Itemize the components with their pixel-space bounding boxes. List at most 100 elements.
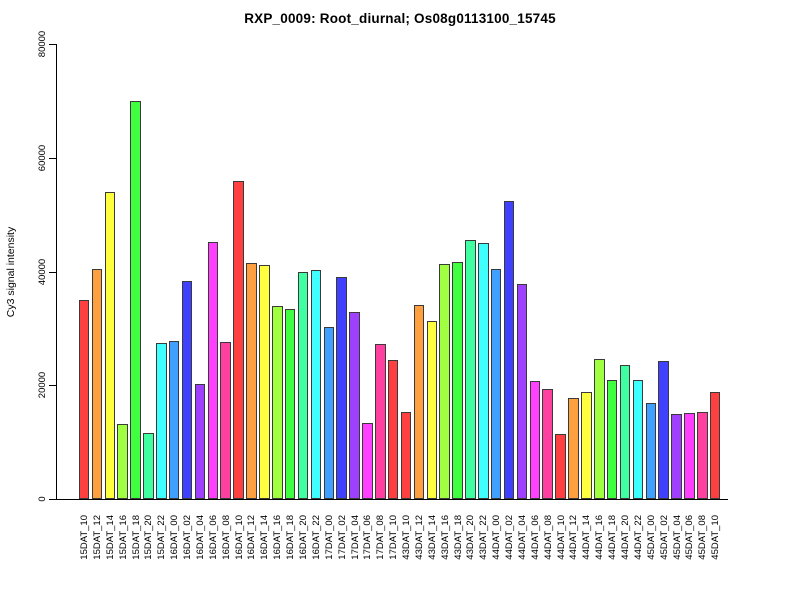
x-axis-tick-label: 15DAT_10 [79, 515, 90, 560]
bar [259, 265, 270, 499]
bar [349, 311, 360, 499]
x-axis-line [56, 499, 728, 500]
x-axis-tick-label: 45DAT_04 [671, 515, 683, 560]
x-axis-tick-label: 17DAT_04 [349, 515, 361, 560]
y-axis-tick [49, 44, 56, 45]
bar [336, 277, 347, 499]
x-axis-tick-label: 15DAT_12 [91, 515, 103, 560]
bar [542, 389, 553, 499]
x-axis-tick-label: 44DAT_14 [581, 515, 593, 560]
x-axis-tick-label: 16DAT_08 [220, 515, 232, 560]
x-axis-tick-label: 43DAT_12 [413, 515, 425, 560]
x-axis-tick-label: 17DAT_08 [375, 515, 387, 560]
x-axis-tick-label: 15DAT_14 [104, 515, 116, 560]
bar [220, 341, 231, 499]
bar [143, 433, 154, 499]
bar [568, 397, 579, 499]
x-axis-tick-label: 44DAT_20 [620, 515, 631, 560]
x-axis-tick-label: 16DAT_22 [310, 515, 322, 560]
x-axis-tick-label: 45DAT_10 [710, 515, 722, 560]
x-axis-tick-label: 16DAT_18 [285, 515, 297, 560]
chart-title: RXP_0009: Root_diurnal; Os08g0113100_157… [244, 11, 556, 26]
bar [297, 271, 309, 499]
x-axis-tick-label: 45DAT_06 [684, 515, 696, 560]
bar [362, 423, 373, 499]
bar [684, 412, 695, 500]
x-axis-tick-label: 44DAT_16 [594, 515, 606, 560]
x-axis-tick-label: 15DAT_20 [143, 515, 155, 560]
bar [181, 280, 193, 499]
x-axis-tick-label: 17DAT_02 [336, 515, 348, 560]
x-axis-tick-label: 16DAT_00 [169, 515, 181, 560]
x-axis-tick-label: 45DAT_02 [658, 515, 670, 560]
y-axis-tick-label: 40000 [37, 258, 48, 285]
x-axis-tick-label: 44DAT_22 [632, 515, 644, 560]
bar [465, 239, 476, 499]
bar [671, 414, 682, 499]
bar [503, 201, 515, 499]
bar [426, 321, 437, 499]
bar [323, 327, 334, 499]
y-axis-tick-label: 0 [37, 496, 48, 502]
x-axis-tick-label: 44DAT_10 [555, 515, 567, 560]
bar [387, 360, 399, 499]
x-axis-tick-label: 44DAT_02 [504, 515, 515, 560]
x-axis-tick-label: 16DAT_04 [194, 515, 206, 560]
x-axis-tick-label: 44DAT_12 [568, 515, 580, 560]
x-axis-tick-label: 16DAT_14 [259, 515, 271, 560]
y-axis-tick [49, 157, 56, 159]
bar [156, 343, 167, 499]
x-axis-tick-label: 43DAT_16 [439, 515, 451, 560]
x-axis-tick-label: 45DAT_08 [697, 515, 709, 560]
x-axis-tick-label: 17DAT_10 [388, 515, 400, 560]
bar [606, 380, 618, 499]
x-axis-tick-label: 44DAT_08 [542, 515, 554, 560]
y-axis-title: Cy3 signal intensity [5, 226, 17, 318]
bar [658, 360, 669, 499]
bar [452, 261, 463, 499]
x-axis-tick-label: 15DAT_18 [130, 515, 142, 560]
bar [581, 391, 592, 499]
y-axis-tick [49, 385, 56, 387]
bar [233, 181, 244, 499]
bar [284, 309, 296, 499]
bar [645, 402, 656, 499]
bar [272, 305, 283, 499]
x-axis-tick-label: 44DAT_04 [516, 515, 528, 560]
x-axis-tick-label: 16DAT_10 [233, 515, 245, 560]
x-axis-tick-label: 17DAT_06 [362, 515, 374, 560]
y-axis-tick-label: 60000 [37, 144, 48, 172]
bar [709, 391, 721, 499]
bar [246, 263, 257, 499]
x-axis-tick-label: 16DAT_02 [182, 515, 193, 560]
bar [697, 412, 708, 499]
y-axis-tick-label: 80000 [37, 30, 48, 58]
bar [619, 365, 631, 499]
y-axis-tick [49, 499, 56, 500]
bar [130, 100, 141, 499]
x-axis-tick-label: 44DAT_06 [529, 515, 541, 560]
bar [400, 412, 412, 499]
bar [78, 299, 90, 499]
bar [529, 380, 540, 499]
x-axis-tick-label: 15DAT_16 [117, 515, 129, 560]
x-axis-tick-label: 43DAT_10 [401, 515, 412, 560]
bar [594, 358, 605, 499]
bar [91, 269, 103, 499]
x-axis-tick-label: 43DAT_18 [452, 515, 464, 560]
bar [632, 380, 644, 499]
x-axis-tick-label: 17DAT_00 [323, 515, 335, 560]
x-axis-tick-label: 43DAT_20 [465, 515, 477, 560]
x-axis-tick-label: 44DAT_18 [607, 515, 619, 560]
bar [478, 242, 489, 499]
y-axis-line [56, 44, 57, 500]
bar [375, 344, 386, 499]
bar [439, 263, 450, 499]
x-axis-tick-label: 15DAT_22 [156, 515, 168, 560]
x-axis-tick-label: 16DAT_16 [272, 515, 284, 560]
bar [310, 269, 322, 499]
bar [555, 433, 566, 499]
bar [490, 269, 502, 499]
x-axis-tick-label: 16DAT_20 [298, 515, 309, 560]
